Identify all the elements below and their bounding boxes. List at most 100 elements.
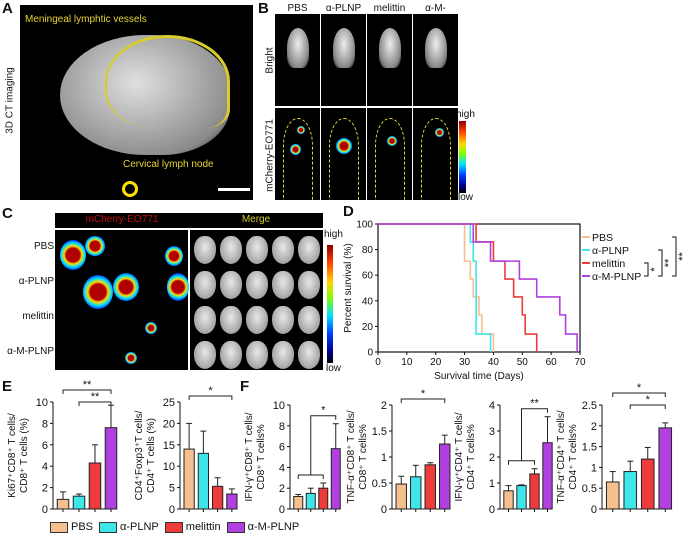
F1-sig-label: * [321,405,326,417]
d-sig-label: ** [663,258,675,267]
d-xtick-label: 10 [401,357,413,368]
E1-sig-bracket [62,389,112,394]
F1-ylabel: IFN-γ⁺CD8⁺ T cells/ [244,412,255,501]
E1-sig-label: ** [91,391,100,403]
F3-ylabel: CD4⁺ T cells% [466,424,477,490]
F4-bar-melittin [640,458,655,510]
F3-bar-α-M-PLNP [542,442,553,510]
d-sig-bracket [672,236,677,277]
brain-image [272,271,294,299]
brain-image [272,341,294,369]
F2-bar-melittin [424,464,436,510]
E2-bar-PBS [183,448,195,510]
ct-image: Meningeal lymphtic vessels Cervical lymp… [20,5,253,200]
c-header: mCherry-EO771 Merge [55,213,323,228]
F4-ytick-label: 0 [591,504,597,516]
brain-image [272,236,294,264]
F1-bar-melittin [318,487,329,510]
F4-ytick-label: 2.5 [582,400,597,412]
F4-ytick-label: 0.5 [582,483,597,495]
F4-ytick-label: 2 [591,421,597,433]
F3-bar-PBS [503,490,514,510]
d-xtick-label: 40 [488,357,500,368]
brain-image [298,341,320,369]
F2-ytick-label: 1 [381,452,387,464]
d-sig-bracket [658,249,663,277]
brain-image [246,306,268,334]
E1-ytick-label: 10 [36,397,48,409]
legend-label: α-PLNP [120,521,159,533]
F4-sig-label: * [637,382,642,394]
F2-ylabel: CD8⁺ T cells% [358,424,369,490]
panel-label-e: E [2,378,13,395]
lymph-node-render [122,181,138,197]
F2-sig-bracket [400,398,446,403]
F1-ytick-label: 10 [273,400,285,412]
legend-item: melittin [164,521,221,533]
legend-swatch [226,521,245,533]
F4-sig-label: * [646,394,651,406]
colorbar-low: low [458,192,474,203]
E1-ylabel: CD8⁺ T cells (%) [19,418,30,493]
brain-image [246,236,268,264]
b-fluor-image [321,108,366,200]
E2-ytick-label: 20 [163,418,175,430]
E2-ytick-label: 0 [169,504,175,516]
E2-sig-bracket [188,395,233,400]
colorbar-high: high [456,109,475,120]
F2-ytick-label: 1.5 [372,426,387,438]
d-sig-bracket [644,262,649,277]
brain-image [298,236,320,264]
F1-bar-α-PLNP [305,492,316,510]
brain-image [246,271,268,299]
d-xtick-label: 0 [375,357,381,368]
E2-ytick-label: 10 [163,461,175,473]
lymphatic-vessels-render [105,35,230,128]
E1-ytick-label: 2 [42,483,48,495]
c-row-label: α-M-PLNP [7,346,54,357]
c-header-right: Merge [241,214,271,225]
d-legend-label: α-M-PLNP [592,271,641,283]
annotation-vessels: Meningeal lymphtic vessels [25,14,147,25]
brain-image [194,271,216,299]
d-ytick-label: 20 [362,322,374,333]
E1-ytick-label: 8 [42,418,48,430]
c-header-left: mCherry-EO771 [85,214,159,225]
F4-ylabel: TNF-α⁺CD4⁺ T cells/ [556,410,567,503]
b-bright-image [321,14,366,106]
panel-label-f: F [240,378,250,395]
E2-ytick-label: 15 [163,440,175,452]
E2-ytick-label: 25 [163,397,175,409]
F3-sig-bracket [521,408,548,461]
panel-label-d: D [343,203,354,220]
E2-bar-α-PLNP [197,452,210,510]
c-merge-image [190,230,323,370]
F3-ylabel: IFN-γ⁺CD4⁺ T cells/ [454,412,465,501]
brain-image [220,271,242,299]
c-row-label: melittin [22,311,54,322]
F4-bar-α-PLNP [623,471,638,510]
c-row-label: α-PLNP [18,276,54,287]
annotation-node: Cervical lymph node [123,159,214,170]
legend-swatch [99,521,118,533]
brain-image [298,306,320,334]
brain-image [272,306,294,334]
d-xtick-label: 30 [459,357,471,368]
d-ytick-label: 100 [356,220,373,231]
d-ytick-label: 40 [362,296,374,307]
b-bright-image [275,14,320,106]
F2-ytick-label: 0.5 [372,478,387,490]
E1-sig-bracket [78,401,112,406]
legend-item: α-PLNP [99,521,159,533]
brain-image [220,236,242,264]
E1-ytick-label: 0 [42,504,48,516]
panel-label-b: B [258,0,269,17]
d-series-α-M-PLNP [378,223,578,352]
legend-item: α-M-PLNP [226,521,299,533]
E1-bar-melittin [88,462,102,510]
F3-ytick-label: 0 [489,504,495,516]
legend-label: PBS [71,521,94,533]
d-ytick-label: 0 [367,348,373,359]
